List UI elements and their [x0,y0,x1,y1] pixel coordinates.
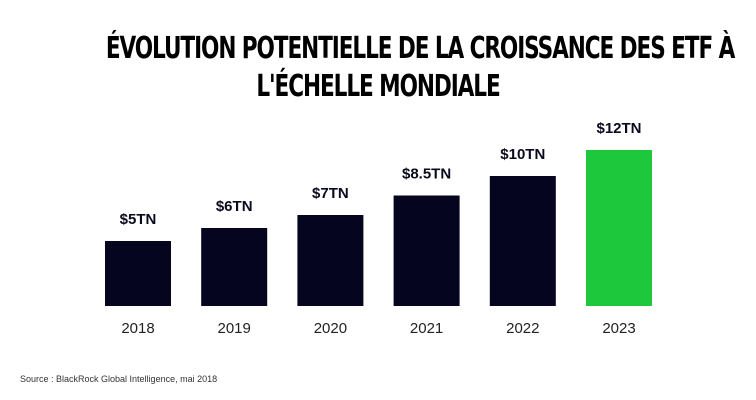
data-label-2020: $7TN [312,185,349,202]
x-tick-label-2022: 2022 [506,320,539,337]
data-label-2022: $10TN [500,146,545,163]
bar-2019 [201,228,268,306]
data-label-2023: $12TN [596,120,641,137]
x-tick-label-2020: 2020 [314,320,347,337]
x-tick-label-2021: 2021 [410,320,443,337]
data-label-2019: $6TN [216,198,253,215]
data-label-2021: $8.5TN [402,166,451,183]
chart-title-line-1: ÉVOLUTION POTENTIELLE DE LA CROISSANCE D… [105,31,735,66]
chart-title: ÉVOLUTION POTENTIELLE DE LA CROISSANCE D… [105,30,735,106]
bar-2021 [393,195,460,306]
x-tick-label-2018: 2018 [121,320,154,337]
x-tick-label-2023: 2023 [602,320,635,337]
bar-2023 [586,150,652,306]
data-label-2018: $5TN [120,211,157,228]
bar-2022 [489,176,556,306]
source-note: Source : BlackRock Global Intelligence, … [20,374,218,384]
bar-2020 [297,215,364,306]
chart-title-line-2: L'ÉCHELLE MONDIALE [256,69,500,104]
x-tick-label-2019: 2019 [218,320,251,337]
bar-2018 [105,241,171,306]
